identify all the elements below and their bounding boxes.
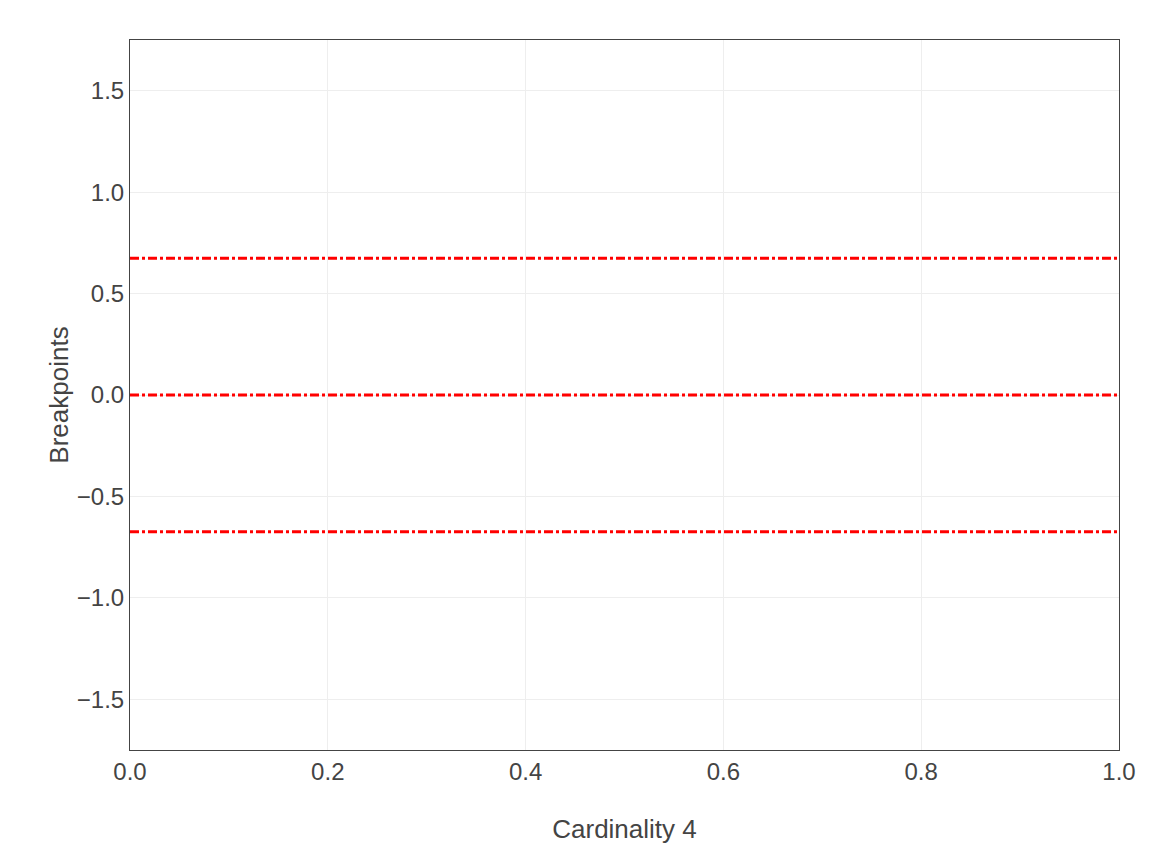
svg-text:−1.0: −1.0: [77, 584, 124, 611]
svg-text:0.4: 0.4: [509, 758, 542, 785]
svg-text:0.6: 0.6: [707, 758, 740, 785]
svg-text:0.5: 0.5: [91, 280, 124, 307]
svg-text:1.0: 1.0: [1102, 758, 1135, 785]
svg-text:0.8: 0.8: [905, 758, 938, 785]
svg-text:−0.5: −0.5: [77, 483, 124, 510]
svg-text:Cardinality 4: Cardinality 4: [552, 814, 697, 844]
svg-text:Breakpoints: Breakpoints: [44, 326, 74, 463]
svg-text:0.0: 0.0: [113, 758, 146, 785]
svg-text:0.0: 0.0: [91, 381, 124, 408]
svg-text:−1.5: −1.5: [77, 686, 124, 713]
svg-text:0.2: 0.2: [311, 758, 344, 785]
svg-text:1.5: 1.5: [91, 77, 124, 104]
svg-text:1.0: 1.0: [91, 179, 124, 206]
